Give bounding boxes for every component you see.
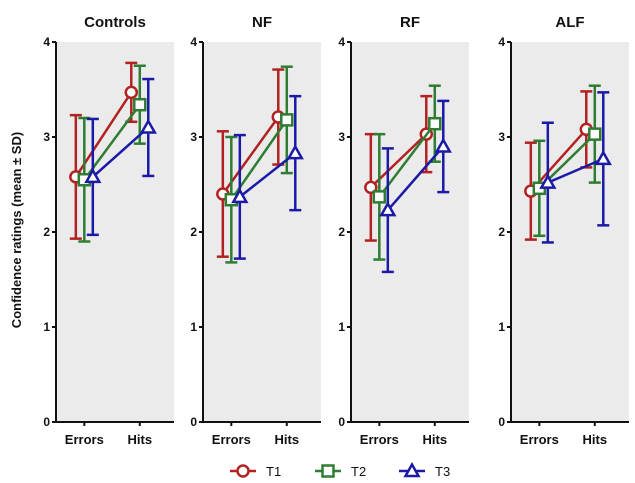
panel-rf: RF 0 1 2 3 4 Errors Hits bbox=[338, 14, 469, 447]
panel-alf: ALF 0 1 2 3 4 Errors Hits bbox=[498, 14, 629, 447]
y-tick-label: 3 bbox=[498, 130, 505, 144]
data-point bbox=[434, 137, 452, 153]
series-line bbox=[386, 145, 445, 211]
series-t2 bbox=[372, 84, 442, 261]
series-t3 bbox=[539, 91, 612, 244]
y-tick-label: 0 bbox=[338, 415, 345, 429]
legend: T1 T2 T3 bbox=[230, 461, 450, 479]
panel-title: ALF bbox=[555, 14, 584, 31]
x-tick-label: Hits bbox=[274, 432, 299, 447]
series-line bbox=[91, 126, 150, 178]
y-tick-label: 4 bbox=[338, 35, 345, 49]
series-t3 bbox=[84, 77, 157, 237]
legend-marker bbox=[403, 461, 421, 478]
panel-title: NF bbox=[252, 14, 272, 31]
x-tick-label: Hits bbox=[422, 432, 447, 447]
x-tick-label: Errors bbox=[360, 432, 399, 447]
panel-controls: Controls 0 1 2 3 4 Errors Hits bbox=[43, 14, 174, 447]
data-point bbox=[372, 190, 387, 204]
y-tick-label: 2 bbox=[498, 225, 505, 239]
data-point bbox=[124, 85, 139, 100]
y-tick-label: 0 bbox=[190, 415, 197, 429]
x-tick-label: Errors bbox=[212, 432, 251, 447]
panels: Controls 0 1 2 3 4 Errors Hits NF 0 1 2 3 4 Errors Hits… bbox=[43, 14, 629, 447]
data-point bbox=[379, 201, 397, 217]
y-tick-label: 1 bbox=[338, 320, 345, 334]
legend-item-t3: T3 bbox=[399, 461, 450, 479]
plot-background bbox=[203, 42, 321, 422]
y-tick-label: 3 bbox=[190, 130, 197, 144]
y-tick-label: 1 bbox=[498, 320, 505, 334]
y-tick-label: 4 bbox=[43, 35, 50, 49]
y-tick-label: 0 bbox=[498, 415, 505, 429]
y-axis-label: Confidence ratings (mean ± SD) bbox=[9, 132, 24, 328]
y-tick-label: 3 bbox=[43, 130, 50, 144]
y-tick-label: 1 bbox=[190, 320, 197, 334]
data-point bbox=[84, 167, 102, 184]
y-tick-label: 2 bbox=[190, 225, 197, 239]
x-tick-label: Errors bbox=[520, 432, 559, 447]
legend-item-t1: T1 bbox=[230, 464, 281, 479]
series-line bbox=[239, 152, 297, 198]
legend-marker bbox=[321, 464, 335, 478]
y-tick-label: 2 bbox=[338, 225, 345, 239]
y-tick-label: 1 bbox=[43, 320, 50, 334]
data-point bbox=[539, 173, 557, 189]
y-tick-label: 3 bbox=[338, 130, 345, 144]
data-point bbox=[594, 149, 612, 166]
plot-background bbox=[56, 42, 174, 422]
data-point bbox=[231, 187, 249, 204]
series-t3 bbox=[231, 94, 304, 260]
y-tick-label: 4 bbox=[190, 35, 197, 49]
x-tick-label: Hits bbox=[582, 432, 607, 447]
plot-background bbox=[351, 42, 469, 422]
data-point bbox=[280, 113, 294, 127]
y-tick-label: 4 bbox=[498, 35, 505, 49]
data-point bbox=[588, 127, 602, 141]
data-point bbox=[286, 144, 304, 160]
legend-label: T3 bbox=[435, 464, 450, 479]
series-t3 bbox=[379, 99, 452, 274]
data-point bbox=[428, 116, 442, 131]
data-point bbox=[139, 118, 157, 134]
legend-item-t2: T2 bbox=[315, 464, 366, 479]
y-tick-label: 0 bbox=[43, 415, 50, 429]
legend-marker bbox=[236, 464, 250, 478]
data-point bbox=[133, 97, 147, 112]
series-line bbox=[547, 157, 604, 184]
panel-title: Controls bbox=[84, 14, 146, 31]
panel-title: RF bbox=[400, 14, 420, 31]
x-tick-label: Errors bbox=[65, 432, 104, 447]
legend-label: T1 bbox=[266, 464, 281, 479]
plot-background bbox=[511, 42, 629, 422]
x-tick-label: Hits bbox=[127, 432, 152, 447]
panel-nf: NF 0 1 2 3 4 Errors Hits bbox=[190, 14, 321, 447]
y-tick-label: 2 bbox=[43, 225, 50, 239]
legend-label: T2 bbox=[351, 464, 366, 479]
